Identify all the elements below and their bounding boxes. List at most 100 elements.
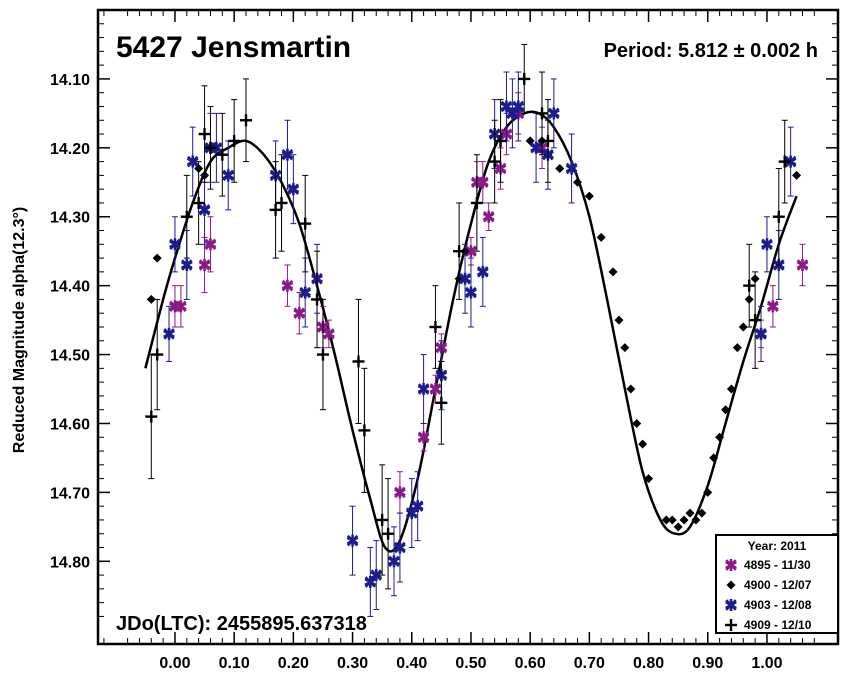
data-point [518, 72, 531, 85]
data-point [429, 321, 442, 333]
data-point [536, 107, 548, 120]
data-point [673, 522, 683, 532]
data-point [761, 238, 773, 251]
x-tick-label: 0.20 [278, 655, 309, 672]
x-axis-ticks: 0.00 0.10 0.20 0.30 0.40 0.50 0.60 0.70 0.80 0.90… [103, 10, 815, 672]
data-point [494, 134, 507, 147]
data-point [755, 327, 767, 340]
data-point [152, 253, 162, 263]
x-tick-label: 0.90 [692, 655, 723, 672]
data-point [435, 396, 448, 409]
legend-entry: 4895 - 11/30 [744, 558, 811, 572]
data-point [169, 238, 181, 251]
data-point [738, 322, 748, 332]
data-point [358, 424, 371, 437]
data-point [204, 238, 217, 251]
fit-curve [144, 110, 798, 553]
legend-title: Year: 2011 [748, 539, 807, 553]
data-point [530, 141, 542, 154]
data-points-layer [145, 43, 809, 617]
y-tick-label: 14.40 [50, 279, 90, 296]
data-point [198, 258, 211, 271]
data-point [346, 534, 359, 547]
data-point [411, 500, 424, 513]
data-point [512, 100, 525, 113]
legend-box [715, 534, 839, 634]
data-point [638, 439, 648, 449]
data-point [204, 141, 217, 154]
data-point [697, 508, 707, 518]
y-tick-label: 14.20 [50, 141, 90, 158]
data-point [370, 569, 383, 582]
data-point [316, 348, 329, 361]
data-point [299, 217, 312, 230]
y-tick-label: 14.60 [50, 416, 90, 433]
series-4909 [145, 43, 791, 590]
data-point [394, 486, 406, 499]
data-point [620, 343, 630, 353]
data-point [198, 128, 211, 141]
data-point [192, 196, 205, 209]
data-point [240, 114, 252, 127]
data-point [417, 431, 430, 444]
data-point [721, 405, 731, 415]
x-tick-label: 0.00 [159, 655, 190, 672]
data-point [772, 210, 785, 223]
data-point [608, 267, 618, 277]
data-point [614, 315, 624, 325]
data-point [547, 107, 560, 120]
legend: Year: 2011 4895 - 11/30 4900 - 12/07 4903 … [715, 534, 839, 634]
data-point [703, 487, 713, 497]
legend-marker [725, 559, 737, 571]
data-point [778, 155, 791, 168]
data-point [555, 164, 565, 173]
data-point [180, 258, 193, 271]
data-point [186, 155, 199, 168]
data-point [661, 515, 671, 525]
y-axis-label: Reduced Magnitude alpha(12.3°) [11, 207, 28, 453]
data-point [541, 134, 554, 147]
data-point [175, 300, 187, 313]
x-tick-label: 0.10 [219, 655, 250, 672]
y-axis-ticks: 14.10 14.20 14.30 14.40 14.50 14.60 14.70 14.80 [50, 23, 838, 645]
data-point [459, 272, 471, 285]
data-point [573, 177, 583, 187]
data-point [584, 191, 594, 201]
y-tick-label: 14.70 [50, 485, 90, 502]
data-point [163, 327, 175, 340]
legend-marker [725, 619, 737, 631]
fit-curve-layer [144, 110, 798, 553]
y-tick-label: 14.10 [50, 72, 90, 89]
data-point [281, 279, 294, 292]
data-point [275, 196, 288, 209]
data-point [792, 170, 802, 180]
data-point [281, 148, 294, 161]
data-point [388, 555, 400, 568]
data-point [228, 134, 241, 147]
data-point [198, 203, 211, 216]
data-point [596, 232, 606, 242]
data-point [453, 245, 466, 258]
data-point [626, 384, 636, 394]
data-point [394, 541, 406, 554]
data-point [691, 515, 701, 525]
x-tick-label: 1.00 [751, 655, 782, 672]
data-point [146, 294, 156, 304]
data-point [465, 286, 477, 299]
data-point [488, 155, 501, 168]
data-point [352, 355, 365, 368]
data-point [709, 453, 719, 463]
data-point [796, 258, 809, 271]
x-tick-label: 0.80 [633, 655, 664, 672]
data-point [299, 286, 312, 299]
jdo-label: JDo(LTC): 2455895.637318 [116, 613, 367, 635]
data-point [269, 203, 282, 216]
data-point [482, 210, 495, 223]
data-point [726, 384, 736, 394]
data-point [732, 343, 742, 353]
chart-title: 5427 Jensmartin [116, 31, 351, 64]
legend-entry: 4903 - 12/08 [744, 598, 812, 612]
data-point [216, 148, 229, 161]
y-tick-label: 14.30 [50, 210, 90, 227]
x-tick-label: 0.70 [574, 655, 605, 672]
